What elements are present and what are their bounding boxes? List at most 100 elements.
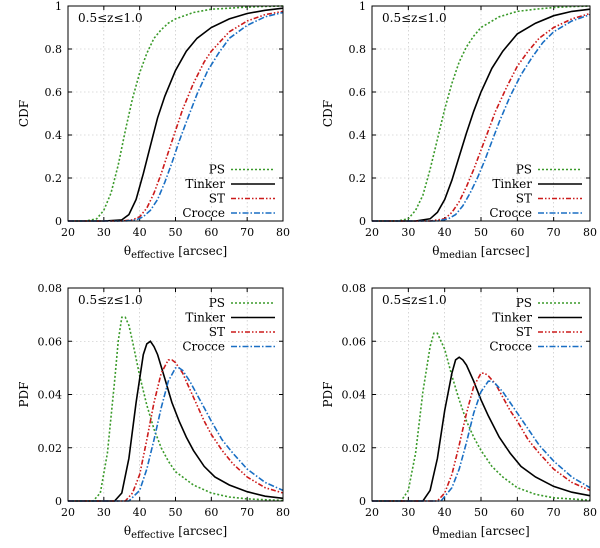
x-axis-label-unit: [arcsec]	[477, 244, 530, 258]
series-line-tinker	[372, 8, 591, 222]
y-tick-label: 0.4	[45, 129, 63, 142]
x-axis-label: θmedian [arcsec]	[432, 244, 529, 261]
legend-label-crocce: Crocce	[489, 206, 532, 220]
x-tick-label: 20	[61, 506, 75, 519]
redshift-annotation: 0.5≤z≤1.0	[78, 293, 143, 307]
legend-label-ps: PS	[209, 296, 225, 310]
x-tick-label: 60	[510, 506, 524, 519]
legend-label-tinker: Tinker	[185, 177, 225, 191]
chart-panel-top-left: 20 30 40 50 60 70 80 0 0.2 0.4 0.6 0.8 1 0.5≤z≤1.0 PST…	[17, 0, 290, 261]
chart-panel-top-right: 20 30 40 50 60 70 80 0 0.2 0.4 0.6 0.8 1 0.5≤z≤1.0 PST…	[321, 0, 597, 261]
x-axis-label-symbol: θ	[432, 524, 439, 538]
x-axis-label-symbol: θ	[124, 244, 131, 258]
x-tick-label: 70	[547, 506, 561, 519]
y-tick-label: 0.2	[349, 172, 367, 185]
y-tick-label: 0.6	[349, 86, 367, 99]
x-tick-label: 40	[133, 226, 147, 239]
series-line-st	[372, 372, 591, 502]
x-tick-label: 40	[133, 506, 147, 519]
series-line-st	[372, 12, 591, 222]
y-tick-label: 0.02	[38, 442, 63, 455]
x-tick-label: 30	[97, 506, 111, 519]
x-tick-label: 80	[583, 506, 597, 519]
y-tick-label: 0.2	[45, 172, 63, 185]
x-axis-label-subscript: median	[440, 530, 478, 541]
x-axis-label-unit: [arcsec]	[174, 524, 227, 538]
series-line-st	[68, 10, 284, 222]
chart-panel-bottom-right: 20 30 40 50 60 70 80 0 0.02 0.04 0.06 0.08 0.5≤z≤1.0…	[321, 282, 597, 541]
legend-label-tinker: Tinker	[185, 311, 225, 325]
redshift-annotation: 0.5≤z≤1.0	[78, 11, 143, 25]
y-tick-label: 0.4	[349, 129, 367, 142]
x-axis-label-unit: [arcsec]	[477, 524, 530, 538]
series-line-crocce	[68, 367, 284, 502]
x-tick-label: 60	[510, 226, 524, 239]
plot-frame	[371, 5, 591, 222]
x-axis-label-subscript: median	[440, 250, 478, 261]
x-tick-label: 20	[365, 506, 379, 519]
x-axis-label-symbol: θ	[432, 244, 439, 258]
legend-label-crocce: Crocce	[489, 340, 532, 354]
y-tick-label: 0.08	[342, 282, 367, 295]
y-axis-label: CDF	[17, 100, 31, 127]
y-axis-label: CDF	[321, 100, 335, 127]
legend-label-crocce: Crocce	[182, 340, 225, 354]
x-tick-label: 60	[204, 506, 218, 519]
series-line-ps	[68, 5, 284, 222]
legend-label-ps: PS	[209, 163, 225, 177]
x-tick-label: 50	[169, 226, 183, 239]
x-axis-label: θeffective [arcsec]	[124, 524, 227, 541]
x-tick-label: 30	[401, 506, 415, 519]
x-axis-label: θeffective [arcsec]	[124, 244, 227, 261]
x-tick-label: 70	[240, 226, 254, 239]
y-tick-label: 0.8	[349, 43, 367, 56]
x-tick-label: 40	[438, 506, 452, 519]
legend-label-ps: PS	[516, 296, 532, 310]
x-axis-label-subscript: effective	[131, 250, 174, 261]
plot-frame	[67, 287, 284, 502]
legend-label-st: ST	[209, 325, 225, 339]
x-tick-label: 70	[547, 226, 561, 239]
y-tick-label: 0.04	[38, 389, 63, 402]
x-tick-label: 20	[365, 226, 379, 239]
y-tick-label: 0.08	[38, 282, 63, 295]
plot-frame	[67, 5, 284, 222]
x-tick-label: 50	[169, 506, 183, 519]
y-tick-label: 0	[55, 215, 62, 228]
y-tick-label: 0	[55, 495, 62, 508]
y-tick-label: 0	[359, 215, 366, 228]
y-tick-label: 0.04	[342, 389, 367, 402]
y-axis-label: PDF	[321, 381, 335, 407]
y-tick-label: 0	[359, 495, 366, 508]
series-line-tinker	[68, 340, 284, 502]
x-tick-label: 30	[97, 226, 111, 239]
x-axis-label-subscript: effective	[131, 530, 174, 541]
x-axis-label: θmedian [arcsec]	[432, 524, 529, 541]
plot-frame	[371, 287, 591, 502]
y-tick-label: 0.02	[342, 442, 367, 455]
legend-label-st: ST	[209, 192, 225, 206]
redshift-annotation: 0.5≤z≤1.0	[382, 293, 447, 307]
x-tick-label: 80	[276, 506, 290, 519]
series-line-crocce	[372, 13, 591, 222]
x-tick-label: 40	[438, 226, 452, 239]
legend-label-tinker: Tinker	[492, 311, 532, 325]
legend-label-crocce: Crocce	[182, 206, 225, 220]
x-tick-label: 50	[474, 506, 488, 519]
series-line-tinker	[372, 356, 591, 502]
y-tick-label: 0.06	[38, 335, 63, 348]
series-line-crocce	[68, 11, 284, 222]
x-tick-label: 80	[583, 226, 597, 239]
y-tick-label: 0.06	[342, 335, 367, 348]
legend-label-st: ST	[516, 325, 532, 339]
x-tick-label: 60	[204, 226, 218, 239]
y-tick-label: 0.6	[45, 86, 63, 99]
x-tick-label: 30	[401, 226, 415, 239]
y-axis-label: PDF	[17, 381, 31, 407]
x-axis-label-unit: [arcsec]	[174, 244, 227, 258]
y-tick-label: 1	[55, 0, 62, 13]
legend-label-tinker: Tinker	[492, 177, 532, 191]
legend-label-st: ST	[516, 192, 532, 206]
series-line-tinker	[68, 7, 284, 222]
